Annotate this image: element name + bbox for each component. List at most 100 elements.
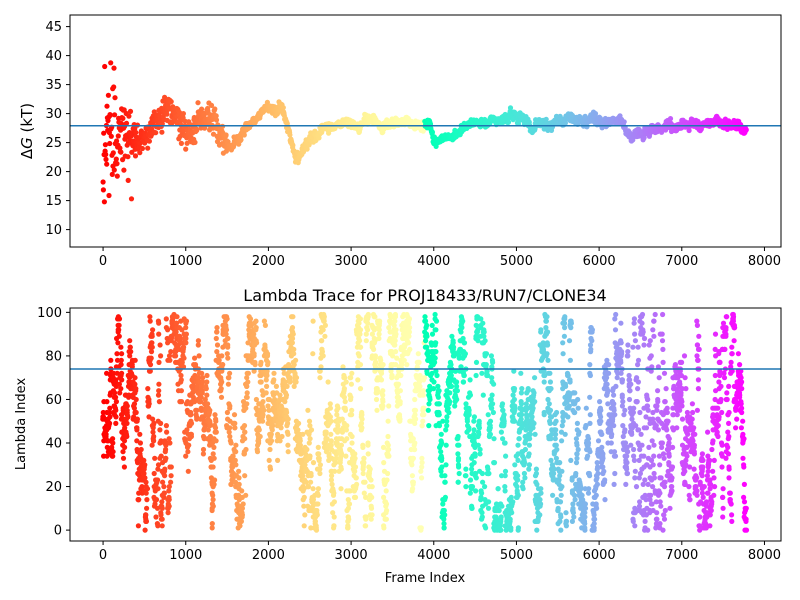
lambda-point — [243, 405, 249, 411]
lambda-point — [352, 451, 358, 457]
lambda-point — [327, 414, 333, 420]
lambda-point — [210, 464, 216, 470]
lambda-point — [418, 527, 424, 533]
lambda-panel: Lambda Trace for PROJ18433/RUN7/CLONE34 … — [14, 286, 782, 586]
lambda-point — [285, 442, 291, 448]
lambda-point — [233, 462, 239, 468]
lambda-point — [252, 362, 258, 368]
lambda-point — [308, 479, 314, 485]
lambda-point — [435, 394, 441, 400]
dg-point — [145, 145, 151, 151]
lambda-point — [239, 505, 245, 511]
lambda-point — [167, 357, 173, 363]
lambda-point — [307, 455, 313, 461]
dg-point — [112, 95, 118, 101]
lambda-point — [363, 523, 369, 529]
lambda-point — [254, 449, 261, 455]
lambda-point — [485, 412, 491, 418]
lambda-point — [557, 473, 563, 479]
lambda-point — [386, 403, 392, 409]
lambda-point — [147, 362, 154, 368]
dg-point — [621, 119, 627, 125]
lambda-point — [557, 518, 563, 525]
lambda-point — [489, 392, 495, 398]
lambda-point — [486, 470, 492, 477]
lambda-point — [239, 488, 245, 494]
lambda-point — [448, 372, 454, 379]
lambda-point — [331, 523, 337, 529]
lambda-point — [345, 525, 351, 531]
lambda-point — [534, 527, 540, 533]
lambda-point — [545, 357, 551, 363]
lambda-point — [532, 399, 538, 405]
dg-x-tick-label: 8000 — [748, 254, 781, 269]
lambda-point — [159, 505, 165, 511]
lambda-point — [185, 442, 192, 448]
lambda-point — [393, 331, 399, 337]
dg-x-tick-label: 6000 — [583, 254, 616, 269]
lambda-point — [548, 386, 554, 392]
lambda-point — [454, 396, 460, 403]
lambda-point — [398, 372, 404, 379]
dg-x-tick-label: 7000 — [665, 254, 698, 269]
lambda-point — [341, 394, 347, 400]
lambda-point — [420, 405, 426, 411]
lambda-point — [588, 349, 594, 355]
lambda-point — [114, 351, 120, 357]
lambda-point — [456, 464, 462, 470]
lambda-point — [460, 318, 466, 324]
lambda-point — [571, 409, 577, 416]
lambda-point — [476, 431, 482, 437]
lambda-point — [163, 423, 169, 429]
lambda-point — [144, 486, 151, 492]
lambda-point — [284, 383, 290, 389]
lambda-point — [575, 396, 581, 403]
lambda-point — [421, 412, 427, 418]
lambda-point — [362, 479, 368, 485]
lambda-point — [365, 327, 371, 333]
lambda-point — [278, 425, 284, 431]
lambda-point — [196, 353, 202, 359]
lambda-point — [518, 401, 525, 407]
lambda-point — [434, 372, 440, 379]
lambda-point — [442, 473, 448, 479]
dg-x-tick-label: 5000 — [500, 254, 533, 269]
lambda-point — [482, 484, 488, 490]
lambda-point — [448, 383, 455, 389]
lambda-point — [361, 455, 367, 461]
dg-point — [105, 92, 111, 98]
dg-point — [153, 130, 159, 136]
lambda-point — [490, 409, 496, 416]
lambda-point — [149, 340, 155, 346]
lambda-point — [486, 433, 492, 440]
lambda-point — [497, 523, 503, 529]
lambda-point — [141, 466, 147, 472]
lambda-point — [345, 518, 351, 525]
lambda-point — [151, 438, 157, 444]
lambda-point — [357, 327, 364, 333]
dg-y-tick-label: 40 — [45, 49, 62, 64]
lambda-point — [357, 338, 363, 344]
lambda-point — [128, 349, 134, 355]
lambda-point — [461, 340, 468, 346]
lambda-point — [515, 457, 521, 463]
lambda-point — [206, 409, 212, 416]
dg-point — [212, 106, 218, 112]
lambda-point — [332, 468, 338, 474]
lambda-point — [338, 486, 344, 492]
lambda-point — [118, 344, 124, 350]
lambda-point — [321, 314, 327, 320]
lambda-point — [178, 388, 184, 394]
lambda-point — [241, 423, 248, 429]
lambda-point — [326, 451, 332, 457]
lambda-point — [441, 525, 447, 531]
lambda-point — [458, 329, 464, 335]
lambda-point — [522, 446, 529, 453]
lambda-point — [509, 503, 515, 509]
lambda-point — [563, 521, 569, 527]
lambda-point — [212, 412, 218, 418]
lambda-point — [383, 488, 389, 494]
lambda-point — [124, 433, 130, 440]
lambda-point — [156, 331, 162, 337]
dg-point — [102, 63, 108, 70]
